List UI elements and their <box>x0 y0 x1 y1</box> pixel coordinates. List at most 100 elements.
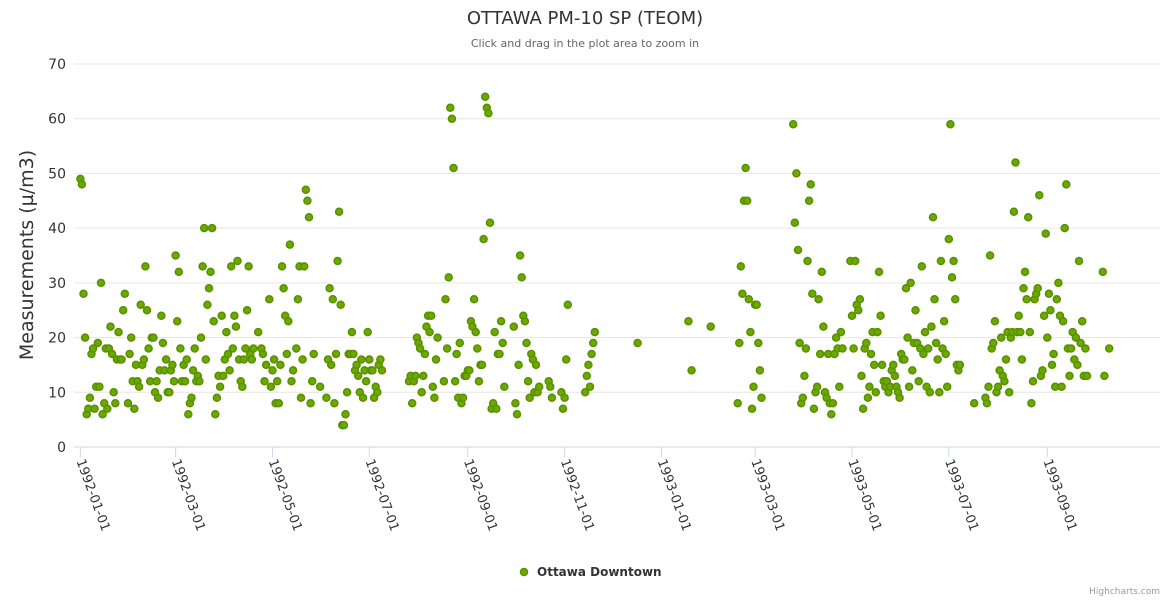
data-point[interactable] <box>114 327 123 337</box>
data-point[interactable] <box>225 366 234 375</box>
data-point[interactable] <box>118 305 128 315</box>
data-point[interactable] <box>474 377 484 386</box>
data-point[interactable] <box>80 333 90 342</box>
data-point[interactable] <box>895 393 904 403</box>
data-point[interactable] <box>176 344 185 353</box>
data-point[interactable] <box>296 393 306 403</box>
data-point[interactable] <box>1058 316 1068 326</box>
data-point[interactable] <box>1104 344 1114 353</box>
data-point[interactable] <box>560 393 569 403</box>
data-point[interactable] <box>109 388 118 397</box>
legend-item-ottawa-downtown[interactable]: Ottawa Downtown <box>537 565 662 579</box>
data-point[interactable] <box>862 338 871 348</box>
data-point[interactable] <box>1017 355 1027 364</box>
data-point[interactable] <box>188 366 198 375</box>
data-point[interactable] <box>446 103 455 113</box>
data-point[interactable] <box>211 409 220 419</box>
data-point[interactable] <box>469 295 479 304</box>
data-point[interactable] <box>226 262 236 271</box>
data-point[interactable] <box>590 327 600 337</box>
data-point[interactable] <box>706 322 715 331</box>
data-point[interactable] <box>947 273 957 282</box>
data-point[interactable] <box>287 377 296 386</box>
data-point[interactable] <box>949 256 958 266</box>
data-point[interactable] <box>169 377 179 386</box>
data-point[interactable] <box>1052 295 1062 304</box>
data-point[interactable] <box>228 344 238 353</box>
data-point[interactable] <box>1060 223 1069 233</box>
data-point[interactable] <box>334 207 344 216</box>
data-point[interactable] <box>908 366 917 375</box>
data-point[interactable] <box>111 398 120 408</box>
data-point[interactable] <box>303 196 312 206</box>
data-point[interactable] <box>134 382 144 392</box>
data-point[interactable] <box>942 382 952 392</box>
data-point[interactable] <box>103 404 112 413</box>
data-point[interactable] <box>808 289 817 299</box>
data-point[interactable] <box>272 377 282 386</box>
data-point[interactable] <box>1098 267 1108 277</box>
data-point[interactable] <box>239 355 249 364</box>
data-point[interactable] <box>480 92 490 102</box>
data-point[interactable] <box>165 388 174 397</box>
data-point[interactable] <box>238 382 247 392</box>
data-point[interactable] <box>866 349 876 359</box>
data-point[interactable] <box>925 388 935 397</box>
data-point[interactable] <box>492 404 501 413</box>
data-point[interactable] <box>298 355 307 364</box>
data-point[interactable] <box>736 262 746 271</box>
data-point[interactable] <box>430 393 439 403</box>
data-point[interactable] <box>1011 158 1020 167</box>
data-point[interactable] <box>449 163 458 173</box>
data-point[interactable] <box>904 382 914 392</box>
data-point[interactable] <box>152 377 161 386</box>
data-point[interactable] <box>199 223 209 233</box>
data-point[interactable] <box>204 284 214 293</box>
data-point[interactable] <box>306 398 315 408</box>
data-point[interactable] <box>223 349 233 359</box>
data-point[interactable] <box>911 305 920 315</box>
data-point[interactable] <box>79 289 88 299</box>
data-point[interactable] <box>582 371 592 381</box>
data-point[interactable] <box>1071 333 1081 342</box>
data-point[interactable] <box>336 300 345 309</box>
data-point[interactable] <box>85 393 95 403</box>
data-point[interactable] <box>498 338 507 348</box>
data-point[interactable] <box>149 333 158 342</box>
data-point[interactable] <box>277 262 287 271</box>
data-point[interactable] <box>1074 256 1084 266</box>
data-point[interactable] <box>733 398 742 408</box>
data-point[interactable] <box>827 409 836 419</box>
data-point[interactable] <box>588 338 598 348</box>
data-point[interactable] <box>914 377 923 386</box>
data-point[interactable] <box>120 289 130 299</box>
data-point[interactable] <box>517 273 526 282</box>
data-point[interactable] <box>522 338 531 348</box>
data-point[interactable] <box>817 267 827 277</box>
data-point[interactable] <box>77 180 87 189</box>
data-point[interactable] <box>906 278 915 288</box>
data-point[interactable] <box>1033 284 1042 293</box>
data-point[interactable] <box>253 327 263 337</box>
data-point[interactable] <box>754 338 763 348</box>
data-point[interactable] <box>439 377 449 386</box>
data-point[interactable] <box>1046 305 1055 315</box>
data-point[interactable] <box>950 295 960 304</box>
data-point[interactable] <box>1100 371 1109 381</box>
data-point[interactable] <box>420 349 430 359</box>
data-point[interactable] <box>198 262 207 271</box>
data-point[interactable] <box>744 295 754 304</box>
data-point[interactable] <box>684 316 693 326</box>
data-point[interactable] <box>203 300 212 309</box>
data-point[interactable] <box>804 196 814 206</box>
data-point[interactable] <box>274 398 284 408</box>
data-point[interactable] <box>98 409 107 419</box>
data-point[interactable] <box>1065 371 1074 381</box>
data-point[interactable] <box>863 393 873 403</box>
data-point[interactable] <box>1020 267 1030 277</box>
data-point[interactable] <box>241 344 250 353</box>
data-point[interactable] <box>509 322 519 331</box>
data-point[interactable] <box>201 355 211 364</box>
data-point[interactable] <box>417 388 426 397</box>
data-point[interactable] <box>919 349 928 359</box>
